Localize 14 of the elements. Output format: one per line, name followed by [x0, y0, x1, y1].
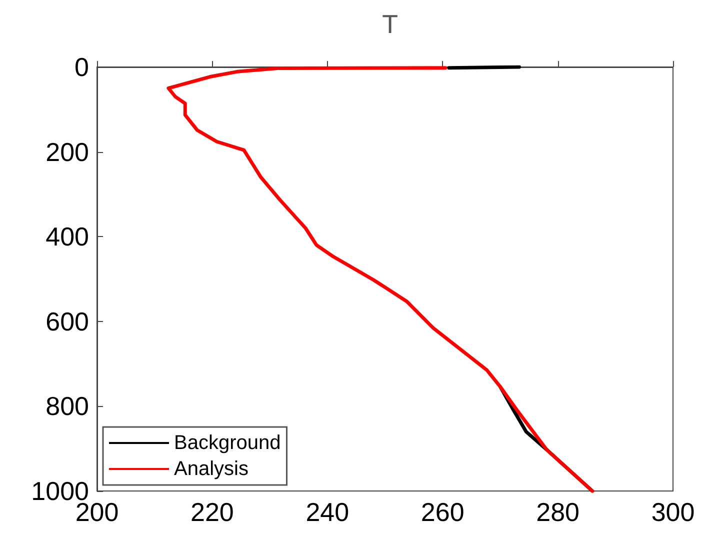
- line-series: [166, 66, 594, 493]
- y-tick-label: 400: [46, 222, 89, 252]
- y-tick-label: 800: [46, 391, 89, 422]
- legend-label: Background: [174, 432, 281, 454]
- legend-label: Analysis: [174, 458, 248, 480]
- y-tick-label: 600: [46, 306, 89, 336]
- x-tick-label: 260: [420, 497, 464, 527]
- x-tick-label: 280: [536, 497, 580, 527]
- x-tick-label: 300: [651, 497, 695, 527]
- x-tick-label: 240: [306, 497, 350, 527]
- y-tick-label: 0: [74, 52, 89, 82]
- chart-title: T: [382, 9, 398, 39]
- x-tick-label: 220: [190, 497, 234, 527]
- y-tick-label: 200: [46, 136, 89, 167]
